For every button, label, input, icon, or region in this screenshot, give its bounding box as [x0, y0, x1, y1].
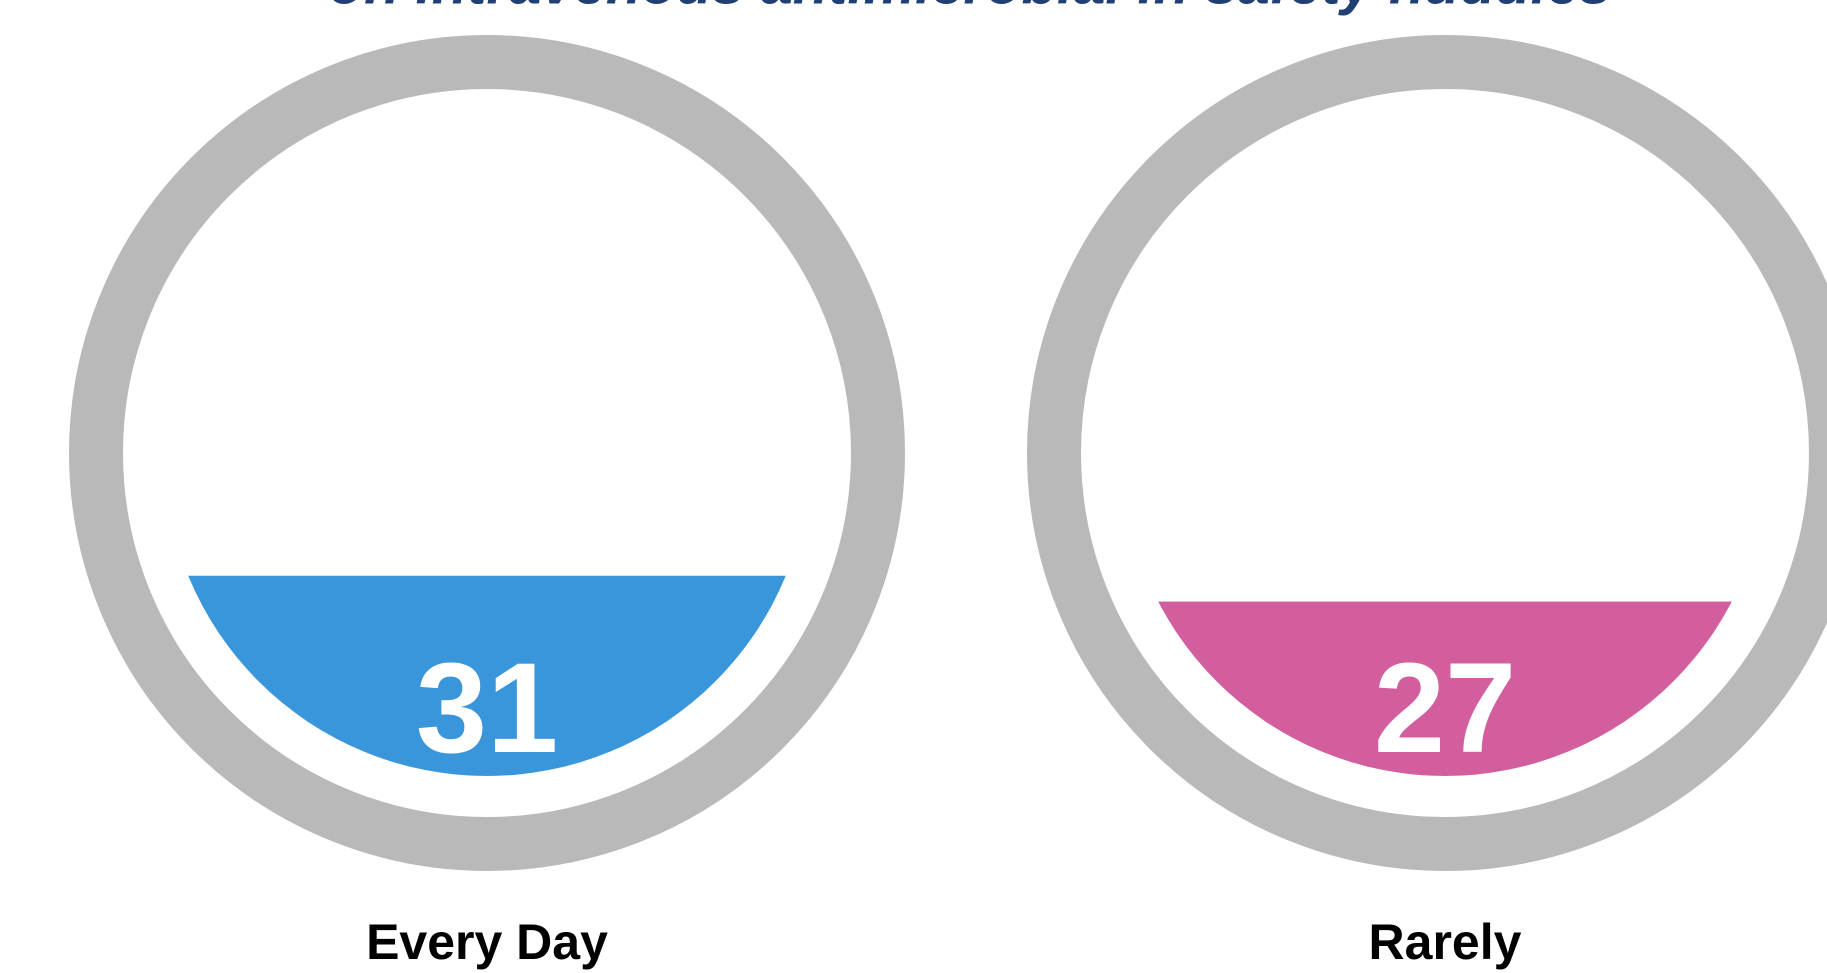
gauge-value: 27	[1374, 637, 1516, 780]
gauge-ring	[1027, 35, 1827, 871]
gauge-label: Every Day	[366, 914, 608, 970]
chart-title: on intravenous antimicrobial in safety h…	[329, 0, 1612, 16]
gauge-label: Rarely	[1369, 914, 1522, 970]
gauge-value: 31	[416, 637, 558, 780]
gauge-ring	[69, 35, 905, 871]
